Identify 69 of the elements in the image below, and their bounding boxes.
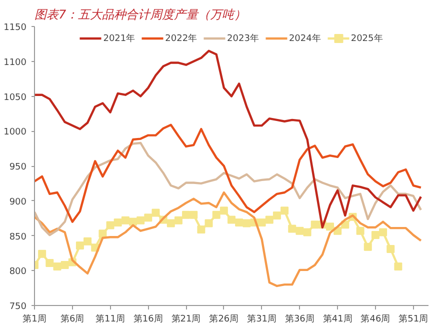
y-tick-label: 750 bbox=[9, 302, 27, 312]
y-tick-label: 1100 bbox=[4, 58, 27, 68]
point bbox=[364, 242, 372, 251]
x-tick-label: 第11周 bbox=[96, 314, 125, 324]
point bbox=[174, 216, 182, 224]
line-series bbox=[34, 191, 422, 288]
point bbox=[212, 210, 220, 219]
line-series bbox=[34, 142, 422, 236]
point bbox=[242, 219, 251, 228]
point bbox=[220, 206, 228, 215]
x-tick-label: 第41周 bbox=[322, 314, 352, 324]
point bbox=[303, 228, 312, 236]
point bbox=[121, 216, 130, 224]
legend-label: 2022年 bbox=[165, 32, 198, 44]
x-tick-label: 第6周 bbox=[60, 314, 84, 324]
x-tick-label: 第46周 bbox=[360, 314, 390, 324]
chart-title: 图表7：五大品种合计周度产量（万吨） bbox=[34, 8, 246, 22]
y-tick-label: 1150 bbox=[4, 23, 27, 33]
point bbox=[296, 226, 304, 235]
x-tick-label: 第31周 bbox=[247, 314, 277, 324]
point bbox=[235, 218, 244, 226]
point bbox=[386, 245, 395, 254]
point bbox=[379, 228, 388, 236]
point bbox=[258, 218, 266, 226]
point bbox=[280, 206, 289, 215]
point bbox=[182, 210, 190, 219]
line-series bbox=[34, 124, 422, 223]
y-tick-label: 800 bbox=[9, 267, 27, 278]
point bbox=[114, 218, 122, 226]
point bbox=[326, 222, 334, 231]
point bbox=[204, 219, 213, 228]
x-tick-label: 第1周 bbox=[22, 314, 46, 324]
point bbox=[106, 221, 114, 230]
x-tick-label: 第21周 bbox=[171, 314, 201, 324]
point bbox=[272, 212, 281, 220]
x-tick-label: 第36周 bbox=[284, 314, 314, 324]
point bbox=[46, 258, 54, 267]
point bbox=[136, 216, 145, 224]
point bbox=[190, 210, 198, 219]
legend-label: 2023年 bbox=[227, 32, 259, 44]
x-tick-label: 第26周 bbox=[209, 314, 239, 324]
point bbox=[310, 220, 319, 229]
y-tick-label: 900 bbox=[9, 197, 27, 208]
point bbox=[288, 224, 296, 233]
point bbox=[394, 262, 402, 270]
legend-label: 2024年 bbox=[288, 32, 321, 44]
point bbox=[38, 250, 46, 258]
legend-label: 2025年 bbox=[350, 32, 383, 44]
point bbox=[76, 242, 84, 250]
point bbox=[228, 216, 236, 224]
point bbox=[166, 219, 175, 228]
point bbox=[265, 216, 274, 224]
point bbox=[144, 214, 152, 222]
point bbox=[371, 231, 380, 240]
line-series bbox=[34, 50, 422, 228]
legend-label: 2021年 bbox=[103, 32, 136, 44]
x-tick-label: 第16周 bbox=[133, 314, 163, 324]
point bbox=[60, 261, 69, 270]
point bbox=[197, 225, 206, 234]
point bbox=[53, 262, 62, 270]
y-tick-label: 950 bbox=[9, 162, 27, 172]
y-tick-label: 1050 bbox=[4, 92, 27, 103]
point bbox=[356, 226, 364, 235]
y-tick-label: 1000 bbox=[4, 128, 27, 138]
point bbox=[84, 237, 92, 246]
point bbox=[98, 230, 107, 238]
x-tick-label: 第51周 bbox=[398, 314, 428, 324]
point bbox=[152, 208, 160, 217]
y-tick-label: 850 bbox=[9, 232, 27, 242]
